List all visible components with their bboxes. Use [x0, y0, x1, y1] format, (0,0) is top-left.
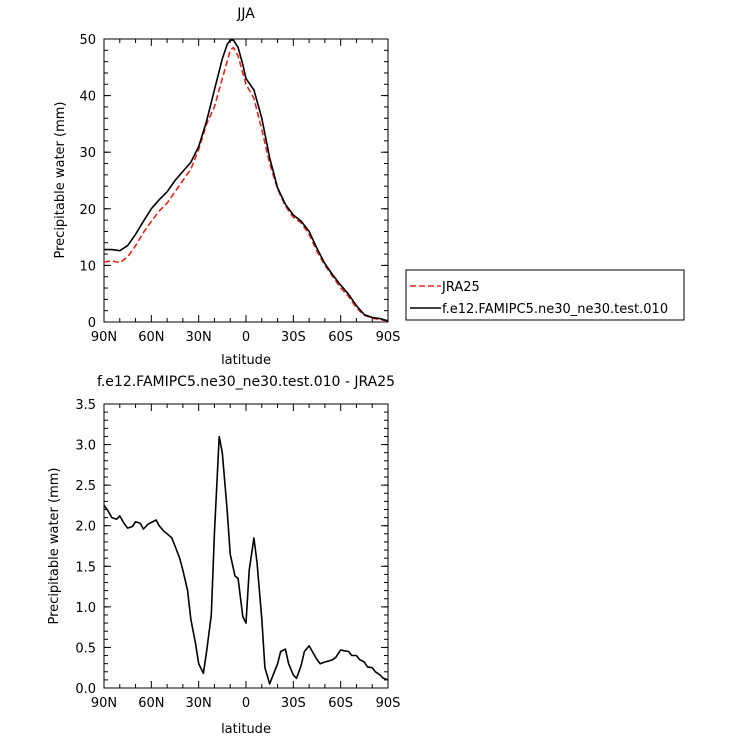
- bottom-x-tick-label: 90S: [376, 696, 401, 711]
- top-x-tick-label: 60S: [328, 330, 353, 345]
- bottom-chart-title: f.e12.FAMIPC5.ne30_ne30.test.010 - JRA25: [97, 374, 395, 390]
- top-x-tick-label: 90S: [376, 330, 401, 345]
- bottom-y-tick-label: 3.0: [75, 439, 96, 454]
- top-y-tick-label: 30: [79, 146, 96, 161]
- bottom-y-tick-label: 3.5: [75, 398, 96, 413]
- bottom-y-tick-label: 1.0: [75, 601, 96, 616]
- bottom-y-tick-label: 2.5: [75, 479, 96, 494]
- top-x-tick-label: 90N: [91, 330, 117, 345]
- bottom-x-tick-label: 90N: [91, 696, 117, 711]
- top-chart-y-axis-label: Precipitable water (mm): [53, 102, 68, 259]
- bottom-x-tick-label: 60S: [328, 696, 353, 711]
- top-chart-x-axis-label: latitude: [221, 353, 271, 368]
- top-chart-title: JJA: [236, 6, 255, 22]
- top-y-tick-label: 20: [79, 203, 96, 218]
- top-series-line-0: [103, 46, 389, 322]
- bottom-y-tick-label: 2.0: [75, 520, 96, 535]
- legend-box: [405, 269, 685, 321]
- bottom-x-tick-label: 30N: [186, 696, 212, 711]
- top-x-tick-label: 60N: [138, 330, 164, 345]
- bottom-y-tick-label: 0.0: [75, 682, 96, 697]
- top-series-line-1: [104, 39, 389, 322]
- top-x-tick-label: 0: [242, 330, 250, 345]
- bottom-chart-x-axis-label: latitude: [221, 722, 271, 737]
- bottom-series-line-0: [103, 435, 389, 685]
- bottom-chart-plot-frame: [103, 403, 389, 689]
- top-x-tick-label: 30N: [186, 330, 212, 345]
- bottom-x-tick-label: 0: [242, 696, 250, 711]
- top-x-tick-label: 30S: [281, 330, 306, 345]
- top-y-tick-label: 10: [79, 259, 96, 274]
- bottom-x-tick-label: 60N: [138, 696, 164, 711]
- bottom-x-tick-label: 30S: [281, 696, 306, 711]
- bottom-chart: f.e12.FAMIPC5.ne30_ne30.test.010 - JRA25…: [47, 374, 400, 737]
- top-y-tick-label: 50: [79, 33, 96, 48]
- legend: JRA25 f.e12.FAMIPC5.ne30_ne30.test.010: [405, 269, 685, 321]
- top-y-tick-label: 0: [88, 316, 96, 331]
- legend-label-model: f.e12.FAMIPC5.ne30_ne30.test.010: [442, 302, 668, 317]
- top-chart: JJA 90N 60N 30N 0 30S 60S 90S 0 10 20 30 40 50 latit…: [53, 6, 400, 368]
- bottom-y-tick-label: 0.5: [75, 641, 96, 656]
- bottom-chart-y-axis-label: Precipitable water (mm): [47, 468, 62, 625]
- bottom-y-tick-label: 1.5: [75, 560, 96, 575]
- top-y-tick-label: 40: [79, 90, 96, 105]
- legend-label-jra25: JRA25: [441, 280, 480, 295]
